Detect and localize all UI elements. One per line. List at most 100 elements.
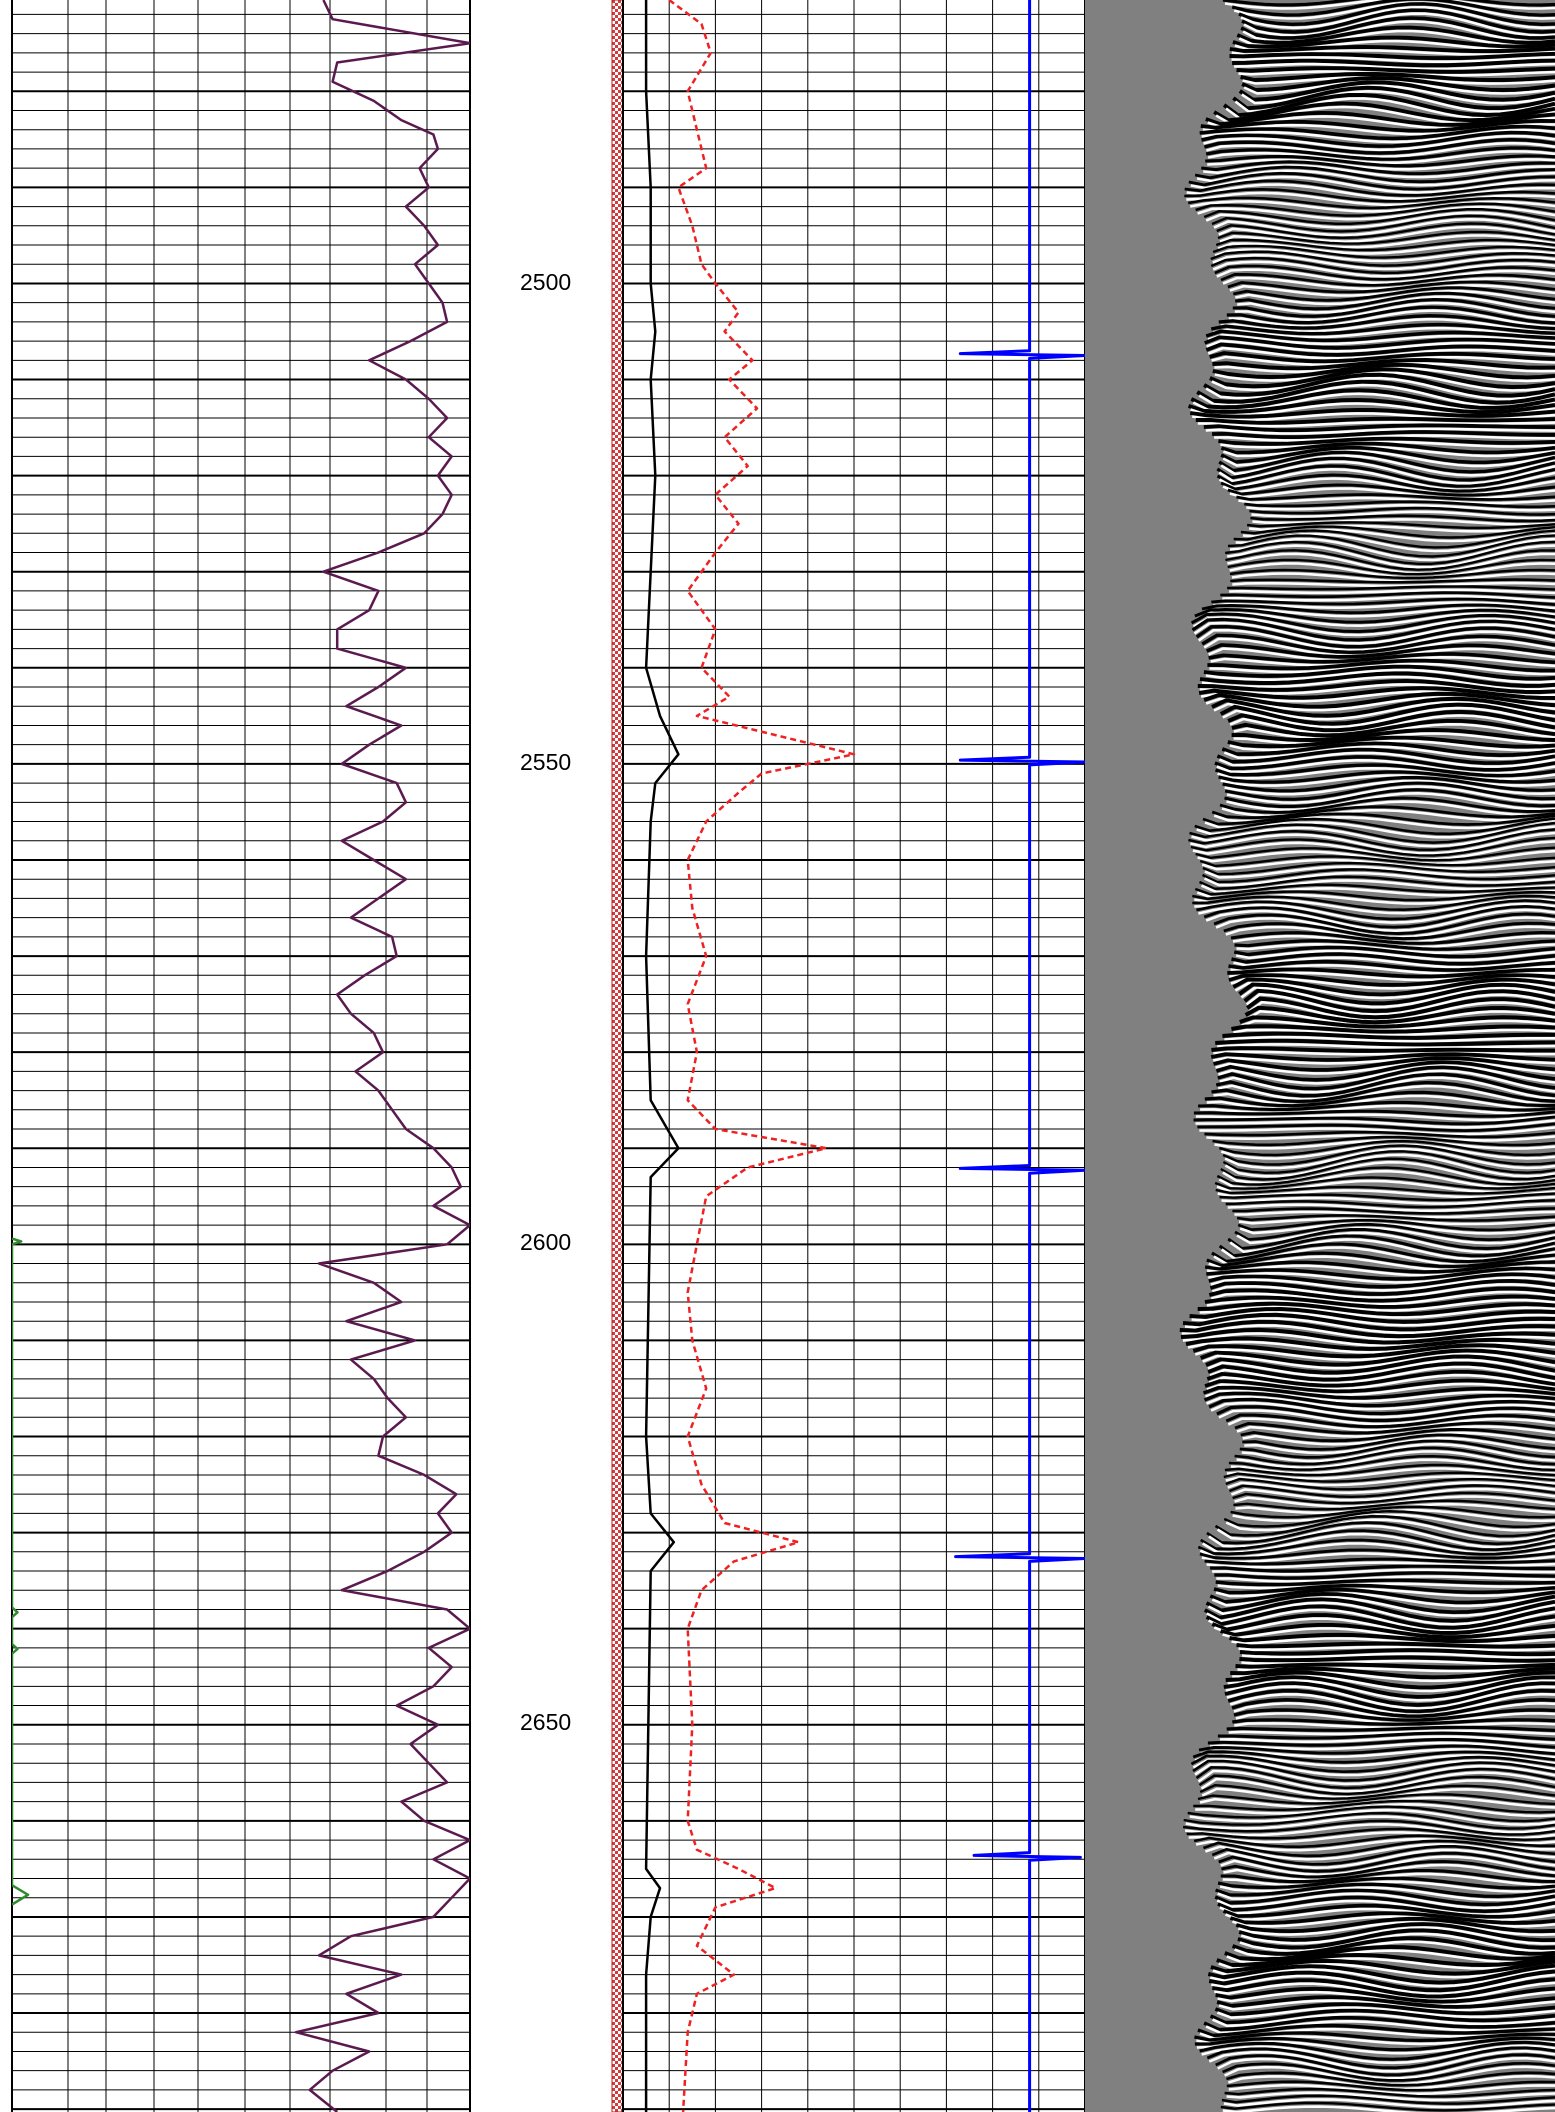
waveform-stripe-dark	[1214, 755, 1555, 772]
waveform-stripe-light	[1235, 949, 1555, 962]
waveform-stripe-light	[1241, 1442, 1555, 1463]
waveform-stripe-dark	[1205, 342, 1555, 357]
waveform-stripe-dark	[1201, 603, 1555, 615]
waveform-stripe-dark	[1221, 2094, 1555, 2105]
waveform-stripe-light	[1236, 942, 1555, 954]
waveform-stripe-light	[1227, 544, 1555, 569]
waveform-stripe-light	[1212, 1056, 1555, 1065]
waveform-stripe-dark	[1225, 1477, 1555, 1491]
waveform-stripe-dark	[1197, 1301, 1555, 1317]
waveform-stripe-dark	[1227, 1227, 1555, 1250]
track-2-grid	[611, 0, 1086, 2112]
waveform-stripe-dark	[1218, 450, 1555, 474]
waveform-stripe-dark	[1202, 1385, 1555, 1400]
waveform-stripe-dark	[1231, 718, 1555, 738]
waveform-stripe-dark	[1213, 101, 1555, 123]
waveform-stripe-dark	[1229, 568, 1555, 580]
waveform-stripe-dark	[1199, 1548, 1555, 1560]
waveform-stripe-light	[1217, 766, 1555, 781]
waveform-stripe-dark	[1188, 828, 1555, 852]
waveform-stripe-light	[1226, 1467, 1555, 1480]
waveform-stripe-dark	[1187, 196, 1555, 210]
waveform-stripe-dark	[1216, 456, 1555, 482]
waveform-stripe-light	[1244, 1436, 1555, 1455]
waveform-stripe-light	[1192, 1758, 1555, 1777]
waveform-stripe-dark	[1220, 441, 1555, 455]
waveform-stripe-dark	[1238, 80, 1555, 102]
waveform-stripe-dark	[1226, 1725, 1555, 1732]
waveform-stripe-dark	[1203, 1391, 1555, 1408]
waveform-stripe-dark	[1242, 1433, 1555, 1451]
waveform-stripe-dark	[1190, 612, 1555, 634]
waveform-stripe-dark	[1195, 1766, 1555, 1790]
waveform-stripe-light	[1230, 1487, 1555, 1502]
waveform-stripe-dark	[1200, 119, 1555, 133]
waveform-stripe-light	[1227, 1481, 1555, 1495]
waveform-stripe-dark	[1203, 664, 1555, 681]
waveform-stripe-light	[1215, 1060, 1555, 1075]
waveform-stripe-dark	[1215, 1185, 1555, 1195]
waveform-stripe-light	[1216, 1892, 1555, 1910]
waveform-stripe-light	[1201, 128, 1555, 144]
waveform-stripe-dark	[1219, 796, 1555, 814]
waveform-stripe-dark	[1239, 1655, 1555, 1663]
waveform-stripe-dark	[1189, 1307, 1555, 1324]
waveform-stripe-dark	[1216, 747, 1555, 765]
waveform-stripe-dark	[1203, 208, 1555, 225]
waveform-stripe-light	[1212, 1568, 1555, 1576]
waveform-stripe-light	[1203, 164, 1555, 179]
waveform-stripe-light	[1222, 594, 1555, 603]
waveform-stripe-light	[1216, 1575, 1555, 1583]
waveform-stripe-dark	[1204, 1130, 1555, 1139]
waveform-stripe-light	[1208, 2049, 1555, 2073]
waveform-stripe-light	[1181, 1324, 1555, 1342]
waveform-stripe-light	[1199, 1305, 1555, 1319]
waveform-stripe-light	[1198, 902, 1555, 924]
waveform-stripe-dark	[1205, 1604, 1555, 1630]
waveform-stripe-dark	[1210, 1564, 1555, 1573]
waveform-stripe-light	[1184, 1317, 1555, 1335]
waveform-stripe-dark	[1226, 2071, 1555, 2087]
depth-label-2600: 2600	[520, 1229, 571, 1255]
waveform-stripe-dark	[1213, 1583, 1555, 1595]
waveform-stripe-dark	[1222, 775, 1555, 793]
waveform-stripe-dark	[1212, 1977, 1555, 1999]
waveform-stripe-dark	[1244, 1005, 1555, 1025]
waveform-stripe-light	[1195, 1802, 1555, 1818]
waveform-stripe-dark	[1216, 1952, 1555, 1968]
waveform-stripe-light	[1218, 1409, 1555, 1426]
waveform-stripe-light	[1213, 1617, 1555, 1638]
waveform-stripe-dark	[1197, 1793, 1555, 1806]
waveform-stripe-dark	[1205, 110, 1555, 127]
waveform-stripe-dark	[1203, 904, 1555, 929]
waveform-stripe-light	[1210, 1276, 1555, 1292]
waveform-stripe-dark	[1179, 1319, 1555, 1339]
waveform-stripe-light	[1223, 745, 1555, 761]
waveform-stripe-light	[1201, 858, 1555, 871]
waveform-stripe-dark	[1207, 658, 1555, 673]
waveform-stripe-light	[1210, 1401, 1555, 1419]
waveform-stripe-dark	[1190, 836, 1555, 857]
waveform-stripe-dark	[1235, 1662, 1555, 1670]
track-1-curves	[12, 0, 470, 2112]
waveform-stripe-dark	[1238, 2, 1555, 27]
waveform-stripe-light	[1224, 1147, 1555, 1170]
waveform-stripe-light	[1203, 134, 1555, 152]
waveform-stripe-dark	[1224, 1944, 1555, 1962]
waveform-stripe-dark	[1215, 1060, 1555, 1082]
waveform-stripe-light	[1205, 427, 1555, 435]
waveform-stripe-dark	[1209, 367, 1555, 390]
waveform-stripe-dark	[1216, 222, 1555, 240]
waveform-stripe-dark	[1220, 445, 1555, 465]
waveform-stripe-light	[1194, 1763, 1555, 1786]
red-pattern-band	[611, 0, 624, 2112]
waveform-stripe-dark	[1231, 728, 1555, 742]
waveform-stripe-light	[1202, 1352, 1555, 1370]
waveform-stripe-light	[1213, 700, 1555, 721]
waveform-stripe-dark	[1215, 1072, 1555, 1098]
waveform-stripe-light	[1226, 1685, 1555, 1710]
waveform-stripe-dark	[1211, 1242, 1555, 1264]
waveform-stripe-dark	[1201, 130, 1555, 148]
waveform-stripe-dark	[1203, 423, 1555, 433]
